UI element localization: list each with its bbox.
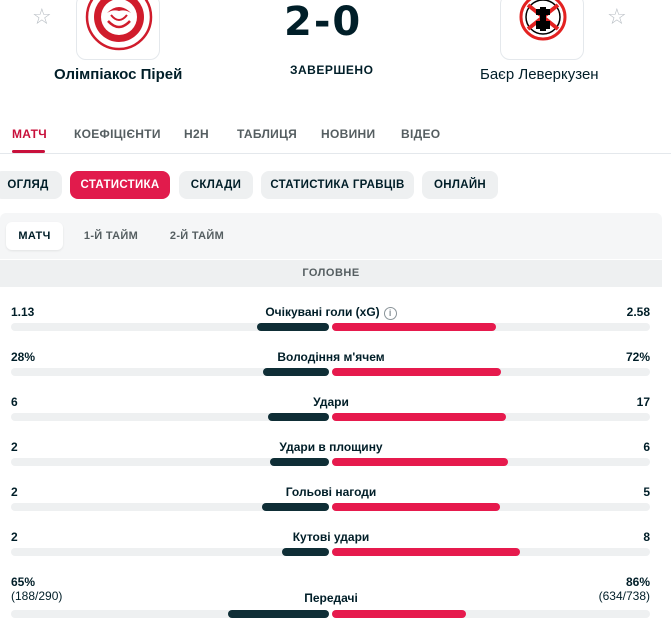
stat-row-shots-on-target: 2 Удари в площину 6 xyxy=(0,440,662,480)
stat-label: Удари xyxy=(313,395,349,409)
stat-label: Очікувані голи (xG) i xyxy=(0,305,662,320)
active-tab-indicator xyxy=(12,150,45,153)
stat-home-value: 2 xyxy=(11,440,18,454)
away-bar-fill xyxy=(332,413,506,421)
stat-away-value: 86% xyxy=(625,575,650,589)
home-bar-fill xyxy=(263,368,329,376)
home-bar-track xyxy=(11,368,329,376)
away-bar-track xyxy=(332,548,650,556)
home-bar-fill xyxy=(267,413,329,421)
home-bar-fill xyxy=(227,610,329,618)
away-bar-fill xyxy=(332,458,509,466)
stat-row-corners: 2 Кутові удари 8 xyxy=(0,530,662,570)
tab-match[interactable]: МАТЧ xyxy=(12,127,48,141)
stat-home-value: 2 xyxy=(11,485,18,499)
home-bar-fill xyxy=(281,548,329,556)
pill-live[interactable]: ОНЛАЙН xyxy=(422,171,498,199)
stat-away-value: 2.58 xyxy=(626,305,650,319)
stat-label: Гольові нагоди xyxy=(285,485,377,499)
favorite-away-star-icon[interactable]: ☆ xyxy=(607,4,627,29)
stat-row-big-chances: 2 Гольові нагоди 5 xyxy=(0,485,662,525)
away-bar-fill xyxy=(332,368,502,376)
away-bar-fill xyxy=(332,548,521,556)
home-bar-track xyxy=(11,610,329,618)
stat-row-possession: 28% Володіння м'ячем 72% xyxy=(0,350,662,390)
pill-overview[interactable]: ОГЛЯД xyxy=(0,171,62,199)
period-match[interactable]: МАТЧ xyxy=(6,222,63,250)
home-bar-track xyxy=(11,323,329,331)
pill-statistics[interactable]: СТАТИСТИКА xyxy=(70,171,170,199)
stat-away-subvalue: (634/738) xyxy=(598,589,650,603)
period-second-half[interactable]: 2-Й ТАЙМ xyxy=(169,230,225,242)
stat-home-value: 28% xyxy=(11,350,36,364)
stat-row-passes: 65% (188/290) Передачі 86% (634/738) xyxy=(0,575,662,625)
stat-away-value: 8 xyxy=(643,530,650,544)
stat-label: Передачі xyxy=(304,591,358,605)
stat-home-value: 1.13 xyxy=(11,305,35,319)
match-score: 2-0 xyxy=(284,0,363,45)
period-first-half[interactable]: 1-Й ТАЙМ xyxy=(83,230,139,242)
section-title: ГОЛОВНЕ xyxy=(0,260,662,287)
stat-away-value: 5 xyxy=(643,485,650,499)
tab-video[interactable]: ВІДЕО xyxy=(401,127,441,141)
away-bar-fill xyxy=(332,323,496,331)
match-tabs: МАТЧ КОЕФІЦІЄНТИ H2H ТАБЛИЦЯ НОВИНИ ВІДЕ… xyxy=(0,118,671,154)
tab-odds[interactable]: КОЕФІЦІЄНТИ xyxy=(74,127,161,141)
favorite-home-star-icon[interactable]: ☆ xyxy=(32,4,52,29)
stat-home-value: 6 xyxy=(11,395,18,409)
away-bar-track xyxy=(332,413,650,421)
away-bar-track xyxy=(332,323,650,331)
home-bar-track xyxy=(11,458,329,466)
home-bar-fill xyxy=(257,323,329,331)
stat-row-xg: 1.13 Очікувані голи (xG) i 2.58 xyxy=(0,305,662,345)
home-bar-fill xyxy=(261,503,329,511)
home-team-logo[interactable] xyxy=(76,0,160,60)
tab-h2h[interactable]: H2H xyxy=(184,127,209,141)
away-team-name[interactable]: Баєр Леверкузен xyxy=(480,66,599,83)
home-bar-fill xyxy=(270,458,329,466)
tab-news[interactable]: НОВИНИ xyxy=(321,127,376,141)
info-icon[interactable]: i xyxy=(383,307,397,320)
stat-label-text: Очікувані голи (xG) xyxy=(265,305,380,319)
stat-away-value: 6 xyxy=(643,440,650,454)
home-bar-track xyxy=(11,503,329,511)
subtab-pills: ОГЛЯД СТАТИСТИКА СКЛАДИ СТАТИСТИКА ГРАВЦ… xyxy=(0,171,671,199)
stat-home-value: 65% xyxy=(11,575,36,589)
away-bar-fill xyxy=(332,503,501,511)
match-header: ☆ Олімпіакос Пірей 2-0 ЗАВЕРШЕНО Баєр Ле… xyxy=(0,0,671,115)
home-bar-track xyxy=(11,413,329,421)
stat-away-value: 72% xyxy=(625,350,650,364)
stat-label: Удари в площину xyxy=(279,440,383,454)
away-bar-track xyxy=(332,503,650,511)
away-bar-track xyxy=(332,368,650,376)
tab-table[interactable]: ТАБЛИЦЯ xyxy=(237,127,298,141)
stat-home-subvalue: (188/290) xyxy=(11,589,63,603)
pill-lineups[interactable]: СКЛАДИ xyxy=(179,171,253,199)
away-bar-fill xyxy=(332,610,467,618)
away-bar-track xyxy=(332,458,650,466)
stat-row-shots: 6 Удари 17 xyxy=(0,395,662,435)
stat-label: Кутові удари xyxy=(292,530,370,544)
period-selector: МАТЧ 1-Й ТАЙМ 2-Й ТАЙМ xyxy=(0,213,662,259)
stat-label: Володіння м'ячем xyxy=(277,350,385,364)
match-status: ЗАВЕРШЕНО xyxy=(290,63,374,77)
away-bar-track xyxy=(332,610,650,618)
away-team-logo[interactable] xyxy=(500,0,584,60)
stat-home-value: 2 xyxy=(11,530,18,544)
home-bar-track xyxy=(11,548,329,556)
home-team-name[interactable]: Олімпіакос Пірей xyxy=(54,66,183,83)
pill-player-stats[interactable]: СТАТИСТИКА ГРАВЦІВ xyxy=(261,171,414,199)
stat-away-value: 17 xyxy=(636,395,650,409)
